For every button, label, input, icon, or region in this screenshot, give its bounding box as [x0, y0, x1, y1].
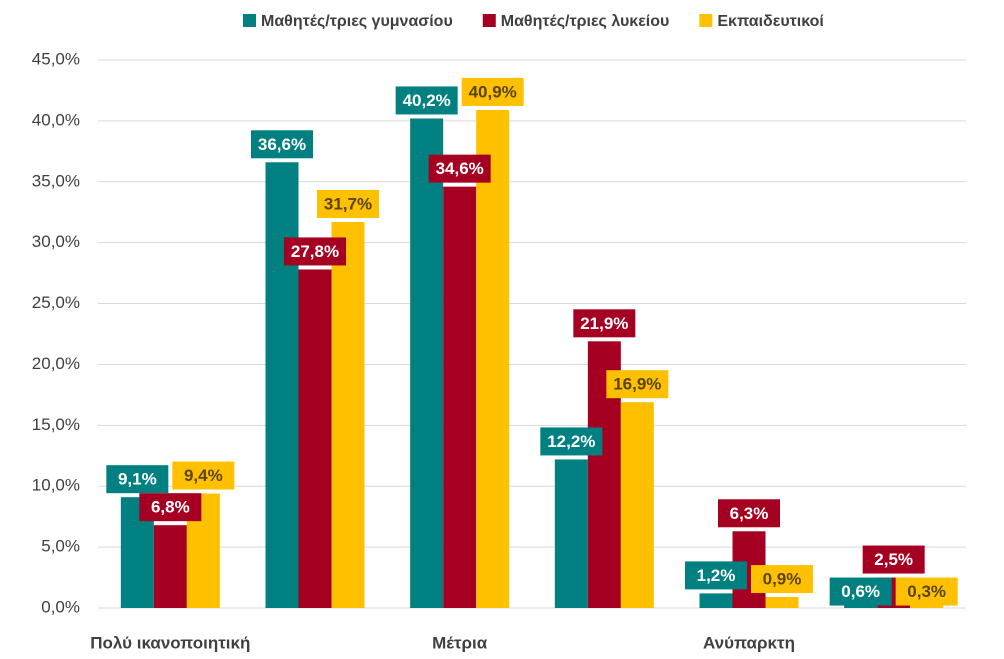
value-label-box: [862, 545, 925, 574]
y-tick-label: 25,0%: [32, 293, 80, 312]
bar: [331, 221, 365, 608]
value-label: 27,8%: [291, 242, 339, 261]
value-label-box: [573, 309, 636, 338]
value-label-box: [139, 493, 202, 522]
bar: [298, 269, 332, 608]
x-tick-label: Ανύπαρκτη: [703, 633, 795, 652]
value-label-box: [172, 461, 235, 490]
value-label: 6,3%: [730, 504, 769, 523]
y-tick-label: 40,0%: [32, 110, 80, 129]
value-label: 9,1%: [118, 470, 157, 489]
legend-label: Μαθητές/τριες λυκείου: [501, 13, 670, 30]
legend-swatch: [482, 14, 496, 27]
value-label-box: [317, 189, 379, 218]
y-tick-label: 10,0%: [32, 476, 80, 495]
legend-label: Μαθητές/τριες γυμνασίου: [261, 13, 453, 30]
value-label: 9,4%: [184, 466, 223, 485]
y-tick-label: 35,0%: [32, 171, 80, 190]
value-label: 0,9%: [763, 570, 802, 589]
bar: [265, 162, 299, 608]
value-label-box: [829, 577, 892, 606]
y-tick-label: 20,0%: [32, 354, 80, 373]
legend-swatch: [243, 14, 256, 27]
value-label: 31,7%: [324, 194, 372, 213]
value-label: 40,2%: [403, 91, 451, 110]
value-label-box: [718, 499, 780, 528]
value-label-box: [284, 237, 346, 266]
value-label: 1,2%: [697, 566, 736, 585]
x-tick-label: Μέτρια: [432, 633, 488, 652]
y-tick-label: 30,0%: [32, 232, 80, 251]
value-label-box: [606, 370, 669, 399]
value-label: 36,6%: [258, 135, 306, 154]
value-label: 2,5%: [874, 550, 913, 569]
value-label-box: [428, 154, 491, 183]
value-label-box: [685, 561, 747, 590]
x-tick-label: Πολύ ικανοποιητική: [90, 633, 250, 652]
value-label-box: [106, 465, 169, 494]
value-label: 40,9%: [469, 82, 517, 101]
legend-swatch: [699, 14, 713, 27]
value-label: 12,2%: [547, 432, 595, 451]
y-tick-label: 0,0%: [41, 597, 80, 616]
bar: [699, 593, 733, 608]
value-label-box: [251, 130, 313, 159]
value-label: 16,9%: [613, 375, 661, 394]
y-tick-label: 45,0%: [32, 49, 80, 68]
bar: [410, 118, 444, 608]
value-label-box: [895, 577, 958, 606]
y-tick-label: 15,0%: [32, 415, 80, 434]
value-label: 0,6%: [841, 582, 880, 601]
value-label-box: [395, 86, 458, 115]
value-label-box: [540, 427, 603, 456]
value-label: 21,9%: [580, 314, 628, 333]
value-label-box: [751, 565, 813, 594]
bar: [443, 186, 477, 608]
bar: [910, 604, 944, 608]
bar: [620, 402, 654, 608]
bar: [476, 109, 510, 608]
bar: [765, 597, 799, 608]
value-label: 0,3%: [907, 582, 946, 601]
legend-label: Εκπαιδευτικοί: [717, 13, 823, 30]
bar: [153, 525, 187, 608]
value-label: 34,6%: [436, 159, 484, 178]
value-label-box: [461, 77, 524, 106]
value-label: 6,8%: [151, 498, 190, 517]
y-tick-label: 5,0%: [41, 537, 80, 556]
bar: [554, 459, 588, 608]
